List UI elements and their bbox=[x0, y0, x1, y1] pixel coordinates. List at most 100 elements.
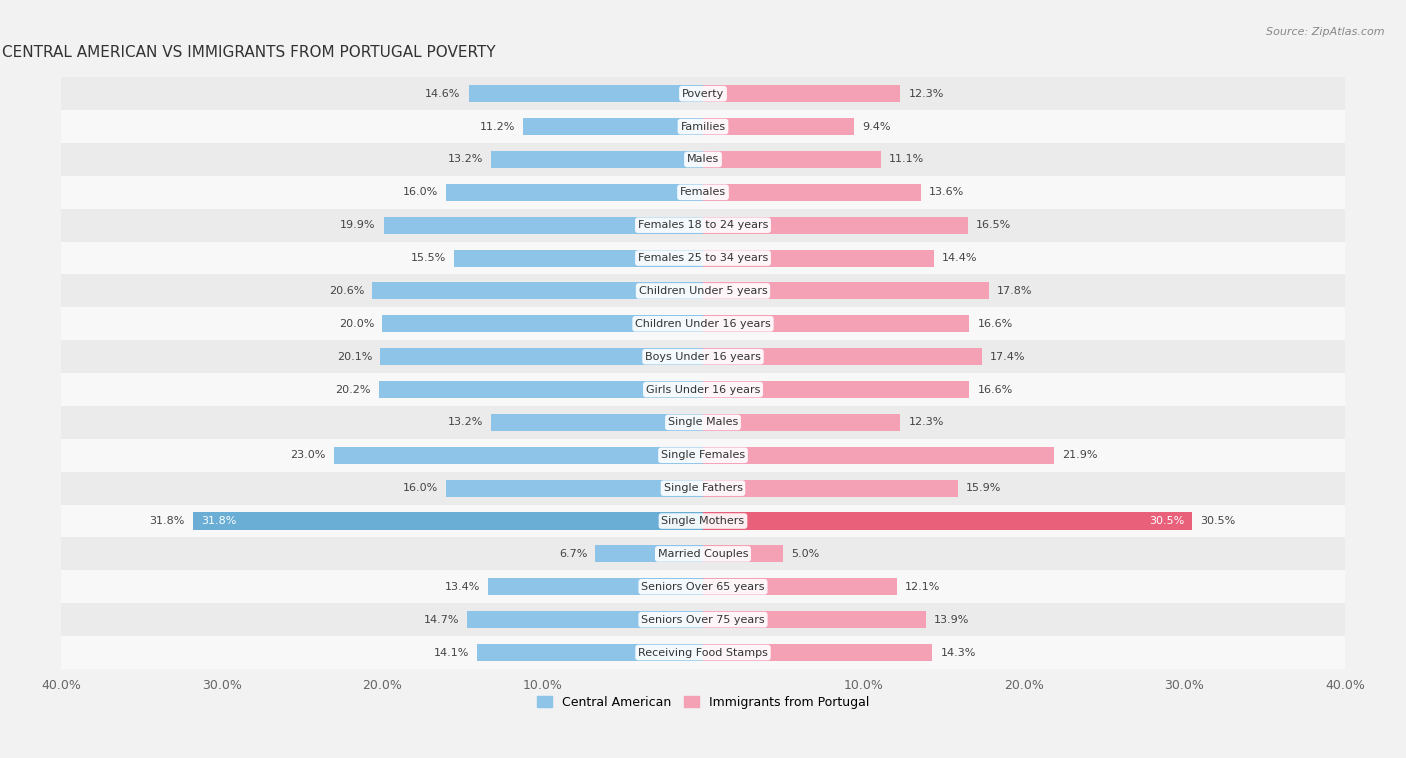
Text: 12.3%: 12.3% bbox=[908, 89, 943, 99]
Text: Married Couples: Married Couples bbox=[658, 549, 748, 559]
Text: CENTRAL AMERICAN VS IMMIGRANTS FROM PORTUGAL POVERTY: CENTRAL AMERICAN VS IMMIGRANTS FROM PORT… bbox=[1, 45, 496, 61]
Text: 13.2%: 13.2% bbox=[447, 418, 484, 428]
Bar bbox=[60, 537, 1346, 570]
Bar bbox=[60, 636, 1346, 669]
Text: 31.8%: 31.8% bbox=[149, 516, 184, 526]
Bar bbox=[703, 315, 969, 332]
Text: 13.4%: 13.4% bbox=[444, 582, 479, 592]
Bar bbox=[596, 545, 703, 562]
Text: Children Under 5 years: Children Under 5 years bbox=[638, 286, 768, 296]
Bar bbox=[703, 118, 853, 135]
Text: 9.4%: 9.4% bbox=[862, 121, 890, 132]
Text: 17.4%: 17.4% bbox=[990, 352, 1026, 362]
Text: 16.5%: 16.5% bbox=[976, 220, 1011, 230]
Text: Single Females: Single Females bbox=[661, 450, 745, 460]
Bar bbox=[703, 183, 921, 201]
Bar bbox=[60, 242, 1346, 274]
Text: 14.6%: 14.6% bbox=[426, 89, 461, 99]
Text: 20.6%: 20.6% bbox=[329, 286, 364, 296]
Bar bbox=[703, 545, 783, 562]
Text: 14.7%: 14.7% bbox=[423, 615, 460, 625]
Text: Source: ZipAtlas.com: Source: ZipAtlas.com bbox=[1267, 27, 1385, 36]
Text: 12.3%: 12.3% bbox=[908, 418, 943, 428]
Bar bbox=[60, 176, 1346, 208]
Text: 20.1%: 20.1% bbox=[337, 352, 373, 362]
Text: Females 25 to 34 years: Females 25 to 34 years bbox=[638, 253, 768, 263]
Bar bbox=[703, 151, 882, 168]
Text: 13.6%: 13.6% bbox=[929, 187, 965, 197]
Text: 15.5%: 15.5% bbox=[411, 253, 446, 263]
Text: 16.6%: 16.6% bbox=[977, 319, 1012, 329]
Bar bbox=[491, 151, 703, 168]
Text: 20.2%: 20.2% bbox=[336, 384, 371, 395]
Text: 15.9%: 15.9% bbox=[966, 483, 1001, 493]
Bar bbox=[467, 611, 703, 628]
Text: 12.1%: 12.1% bbox=[905, 582, 941, 592]
Text: 11.2%: 11.2% bbox=[479, 121, 515, 132]
Bar bbox=[382, 315, 703, 332]
Text: 14.3%: 14.3% bbox=[941, 647, 976, 657]
Text: Seniors Over 75 years: Seniors Over 75 years bbox=[641, 615, 765, 625]
Bar bbox=[703, 283, 988, 299]
Bar bbox=[60, 406, 1346, 439]
Text: 16.0%: 16.0% bbox=[404, 187, 439, 197]
Text: Males: Males bbox=[688, 155, 718, 164]
Bar bbox=[60, 274, 1346, 308]
Text: 31.8%: 31.8% bbox=[201, 516, 236, 526]
Bar bbox=[60, 308, 1346, 340]
Bar bbox=[454, 249, 703, 267]
Text: Girls Under 16 years: Girls Under 16 years bbox=[645, 384, 761, 395]
Bar bbox=[703, 578, 897, 595]
Bar bbox=[703, 446, 1054, 464]
Text: 5.0%: 5.0% bbox=[792, 549, 820, 559]
Bar bbox=[491, 414, 703, 431]
Text: Females 18 to 24 years: Females 18 to 24 years bbox=[638, 220, 768, 230]
Bar bbox=[703, 348, 983, 365]
Bar bbox=[60, 603, 1346, 636]
Text: Boys Under 16 years: Boys Under 16 years bbox=[645, 352, 761, 362]
Text: 16.0%: 16.0% bbox=[404, 483, 439, 493]
Bar bbox=[703, 611, 927, 628]
Text: 13.9%: 13.9% bbox=[934, 615, 970, 625]
Bar bbox=[60, 110, 1346, 143]
Bar bbox=[703, 480, 957, 496]
Bar bbox=[60, 439, 1346, 471]
Text: Females: Females bbox=[681, 187, 725, 197]
Text: Single Mothers: Single Mothers bbox=[661, 516, 745, 526]
Bar bbox=[60, 143, 1346, 176]
Bar bbox=[60, 373, 1346, 406]
Bar bbox=[193, 512, 703, 530]
Bar bbox=[703, 249, 934, 267]
Text: 30.5%: 30.5% bbox=[1201, 516, 1236, 526]
Bar bbox=[60, 471, 1346, 505]
Bar bbox=[373, 283, 703, 299]
Text: 14.4%: 14.4% bbox=[942, 253, 977, 263]
Bar bbox=[703, 512, 1192, 530]
Bar bbox=[488, 578, 703, 595]
Bar bbox=[477, 644, 703, 661]
Text: 16.6%: 16.6% bbox=[977, 384, 1012, 395]
Bar bbox=[60, 570, 1346, 603]
Text: 23.0%: 23.0% bbox=[291, 450, 326, 460]
Bar bbox=[446, 480, 703, 496]
Bar bbox=[703, 85, 900, 102]
Bar bbox=[703, 644, 932, 661]
Bar bbox=[703, 381, 969, 398]
Text: 11.1%: 11.1% bbox=[889, 155, 924, 164]
Text: Seniors Over 65 years: Seniors Over 65 years bbox=[641, 582, 765, 592]
Bar bbox=[381, 348, 703, 365]
Text: 21.9%: 21.9% bbox=[1063, 450, 1098, 460]
Text: 20.0%: 20.0% bbox=[339, 319, 374, 329]
Bar bbox=[384, 217, 703, 233]
Bar bbox=[60, 340, 1346, 373]
Text: Poverty: Poverty bbox=[682, 89, 724, 99]
Bar bbox=[446, 183, 703, 201]
Text: 14.1%: 14.1% bbox=[433, 647, 468, 657]
Text: Receiving Food Stamps: Receiving Food Stamps bbox=[638, 647, 768, 657]
Bar bbox=[60, 505, 1346, 537]
Text: 17.8%: 17.8% bbox=[997, 286, 1032, 296]
Bar bbox=[703, 217, 967, 233]
Text: Single Fathers: Single Fathers bbox=[664, 483, 742, 493]
Text: 30.5%: 30.5% bbox=[1149, 516, 1184, 526]
Bar bbox=[523, 118, 703, 135]
